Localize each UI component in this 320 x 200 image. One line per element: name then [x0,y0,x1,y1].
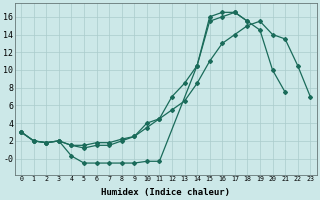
X-axis label: Humidex (Indice chaleur): Humidex (Indice chaleur) [101,188,230,197]
